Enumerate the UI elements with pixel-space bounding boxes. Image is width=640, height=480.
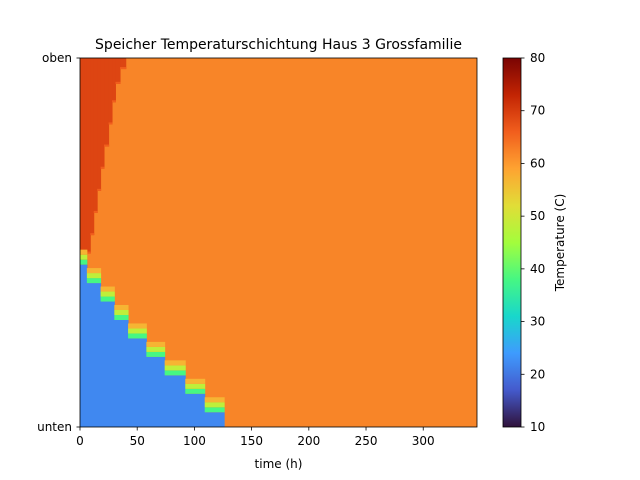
mixing-layer-cell <box>86 273 102 279</box>
cold-zone-cell <box>114 319 129 427</box>
colorbar-tick-label: 50 <box>530 209 545 223</box>
hot-zone-cell <box>112 58 116 103</box>
x-tick-label: 300 <box>412 434 435 448</box>
hot-zone-edge <box>86 251 91 254</box>
mixing-layer-cell <box>185 378 206 384</box>
colorbar-tick-label: 80 <box>530 51 545 65</box>
cold-zone-cell <box>164 375 186 427</box>
hot-zone-cell <box>108 58 113 125</box>
hot-zone-cell <box>104 58 110 147</box>
colorbar: 10 20 30 40 50 60 70 80 Temperature (C) <box>502 51 567 434</box>
hot-zone-edge <box>93 210 98 213</box>
hot-zone-cell <box>90 58 95 236</box>
colorbar-tick-label: 60 <box>530 156 545 170</box>
mixing-layer-cell <box>100 296 115 302</box>
mixing-layer-cell <box>128 333 147 339</box>
cold-zone-cell <box>100 301 115 427</box>
mixing-layer-cell <box>128 328 147 334</box>
mixing-layer-cell <box>204 407 225 413</box>
hot-zone-edge <box>120 67 127 70</box>
chart-title: Speicher Temperaturschichtung Haus 3 Gro… <box>95 37 462 53</box>
mixing-layer-cell <box>185 383 206 389</box>
plot-frame <box>79 57 478 428</box>
x-tick-label: 50 <box>130 434 145 448</box>
mixing-layer-cell <box>204 402 225 408</box>
hot-zone-edge <box>97 188 102 191</box>
mixing-layer-cell <box>80 249 88 255</box>
mixing-layer-cell <box>128 323 147 329</box>
x-tick-label: 200 <box>297 434 320 448</box>
mixing-layer-cell <box>114 304 129 310</box>
hot-zone-cell <box>80 58 83 298</box>
hot-zone-cell <box>86 58 91 254</box>
hot-zone-cell <box>100 58 105 169</box>
mixing-layer-cell <box>86 278 102 284</box>
cold-zone-cell <box>185 393 206 427</box>
hot-zone-cell <box>93 58 98 213</box>
colorbar-tick-label: 40 <box>530 262 545 276</box>
mixing-layer-cell <box>86 268 102 274</box>
mixing-layer-cell <box>100 286 115 292</box>
cold-zone-cell <box>86 283 102 427</box>
cold-zone-cell <box>128 338 147 427</box>
x-tick-label: 0 <box>76 434 84 448</box>
hot-zone-cell <box>115 58 121 84</box>
cold-zone-cell <box>80 264 88 427</box>
hot-zone-cell <box>120 58 127 70</box>
hot-zone-edge <box>112 100 116 103</box>
colorbar-tick-label: 20 <box>530 367 545 381</box>
x-axis-label: time (h) <box>255 457 303 471</box>
hot-zone-cell <box>84 58 88 269</box>
cold-zone-cell <box>204 412 225 427</box>
mixing-layer-cell <box>164 365 186 371</box>
plot-area <box>80 58 477 427</box>
mixing-layer-cell <box>164 360 186 366</box>
colorbar-label: Temperature (C) <box>553 194 567 293</box>
x-axis: 0 50 100 150 200 250 300 <box>76 427 435 448</box>
mixing-layer-cell <box>146 341 166 347</box>
colorbar-bar <box>502 57 522 428</box>
y-tick-label-top: oben <box>42 51 72 65</box>
mixing-layer-cell <box>204 397 225 403</box>
hot-zone-edge <box>108 122 113 125</box>
y-axis: oben unten <box>37 51 80 434</box>
y-tick-label-bottom: unten <box>37 420 72 434</box>
hot-zone-edge <box>100 166 105 169</box>
hot-zone-cell <box>82 58 86 284</box>
hot-zone-edge <box>104 144 110 147</box>
x-tick-label: 150 <box>240 434 263 448</box>
mixing-layer-cell <box>185 388 206 394</box>
hot-zone-edge <box>90 233 95 236</box>
mixing-layer-cell <box>164 370 186 376</box>
cold-zone-cell <box>146 356 166 427</box>
mixing-layer-cell <box>80 259 88 265</box>
colorbar-tick-label: 10 <box>530 420 545 434</box>
mixing-layer-cell <box>100 291 115 297</box>
hot-zone-cell <box>97 58 102 191</box>
mixing-layer-cell <box>146 346 166 352</box>
mixing-layer-cell <box>146 351 166 357</box>
mixing-layer-cell <box>114 314 129 320</box>
colorbar-ticks: 10 20 30 40 50 60 70 80 <box>521 51 545 434</box>
colorbar-tick-label: 70 <box>530 104 545 118</box>
mixing-layer-cell <box>80 254 88 260</box>
x-tick-label: 100 <box>183 434 206 448</box>
hot-zone-edge <box>115 81 121 84</box>
mixing-layer-cell <box>114 309 129 315</box>
x-tick-label: 250 <box>355 434 378 448</box>
colorbar-tick-label: 30 <box>530 315 545 329</box>
